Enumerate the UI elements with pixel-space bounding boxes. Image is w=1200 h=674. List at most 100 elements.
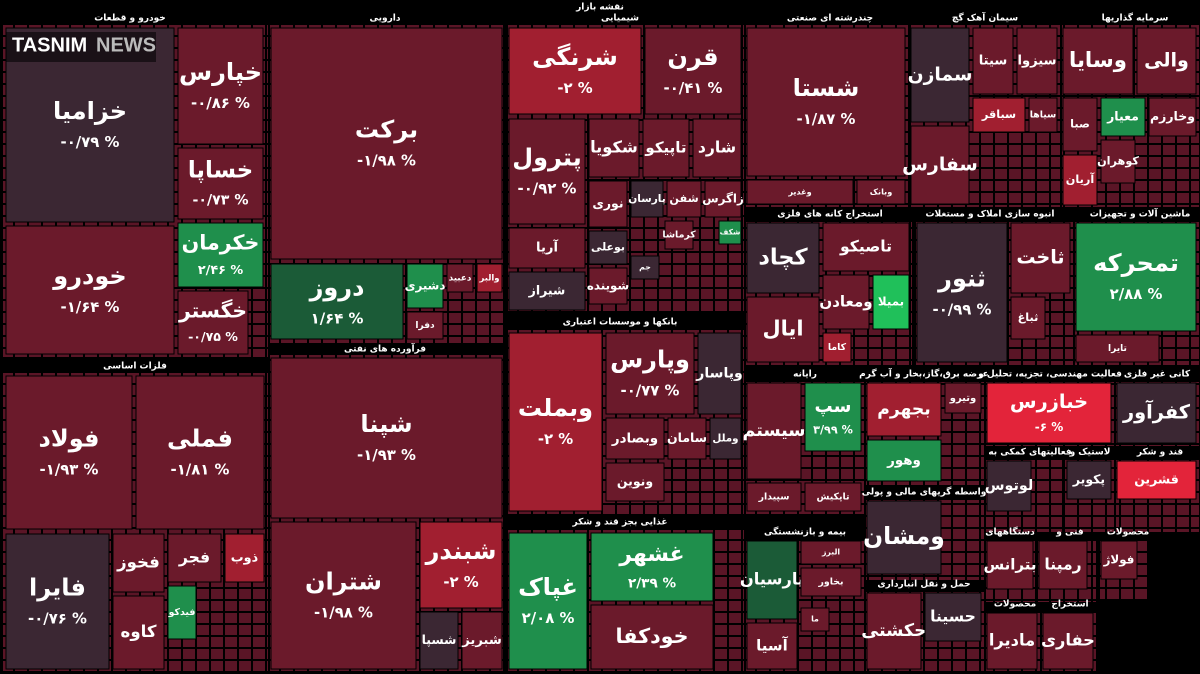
sector-name: حمل و نقل انبارداری — [877, 580, 970, 590]
tile — [986, 382, 1112, 444]
sector-name: فعالیت مهندسی، تجزیه، تحلیل و — [977, 370, 1122, 380]
tile — [630, 180, 664, 218]
tile-symbol: حفاری — [1041, 631, 1095, 650]
tile — [177, 290, 249, 355]
tile-symbol: شفن — [669, 192, 698, 205]
tile-symbol: مادیرا — [989, 631, 1035, 650]
tile — [508, 332, 603, 512]
tile-change: -۱/۸۷ % — [797, 110, 856, 128]
tile-change: ۱/۶۴ % — [311, 310, 364, 328]
tile — [508, 532, 588, 670]
sector-name: واسطه گریهای مالی و پولی — [862, 486, 987, 498]
tile-symbol: کاوه — [121, 622, 157, 642]
tile-symbol: خگستر — [178, 298, 247, 322]
tile-symbol: شکویا — [590, 138, 638, 157]
sector-name: انبوه سازی املاک و مستغلات — [926, 210, 1055, 220]
sector-name: فنی و — [1055, 528, 1084, 538]
tile-symbol: کوهران — [1097, 155, 1139, 168]
tile-symbol: شیراز — [528, 283, 566, 298]
tile-symbol: حسینا — [930, 608, 976, 626]
tile-symbol: ومشان — [863, 522, 945, 550]
sector-name: بانکها و موسسات اعتباری — [563, 318, 678, 328]
tile — [972, 27, 1014, 95]
tile-symbol: والبر — [479, 273, 500, 284]
tile-symbol: بترانس — [983, 556, 1036, 574]
tile — [588, 118, 640, 178]
tile-symbol: کاما — [828, 342, 847, 353]
tile-symbol: فایرا — [29, 573, 86, 601]
tile-change: -۱/۹۳ % — [357, 446, 416, 464]
tile-symbol: تاصیکو — [839, 238, 892, 256]
sector-name: کانی غیر فلزی — [1124, 370, 1191, 380]
tile-symbol: وتیرو — [949, 393, 977, 404]
tile-symbol: خودرو — [52, 262, 126, 290]
tile — [508, 27, 642, 115]
tile — [746, 27, 906, 177]
tile-symbol: شستا — [793, 74, 860, 102]
tile-symbol: کچاد — [758, 245, 808, 271]
tile-symbol: وغدیر — [787, 187, 811, 198]
tile-symbol: برکت — [355, 115, 418, 143]
sector-name: غذایی بجز قند و شکر — [572, 518, 668, 528]
tile-change: -۱/۹۸ % — [357, 152, 416, 170]
tile-symbol: معیار — [1106, 109, 1139, 124]
tile-symbol: وبملت — [518, 394, 593, 422]
tile-symbol: وخارزم — [1150, 109, 1195, 125]
tile-symbol: ثباغ — [1018, 311, 1039, 324]
tile-symbol: دروز — [309, 273, 365, 301]
tile-change: ۲/۴۶ % — [198, 263, 243, 278]
tile — [916, 222, 1008, 363]
tile — [986, 612, 1038, 670]
tile — [5, 533, 110, 670]
tile-symbol: والی — [1144, 50, 1189, 72]
tile — [406, 311, 444, 340]
tile — [1038, 540, 1088, 590]
tile-symbol: فملی — [167, 424, 233, 452]
tile-symbol: ونوین — [617, 474, 653, 489]
tile-symbol: شتران — [305, 567, 382, 595]
tile-symbol: فولاد — [39, 424, 100, 452]
tile — [718, 220, 742, 245]
tile-change: -۲ % — [443, 573, 478, 591]
tile — [1075, 334, 1160, 363]
tile — [508, 271, 586, 311]
tile — [406, 263, 444, 309]
tile — [666, 180, 702, 218]
tile-symbol: سیستم — [742, 421, 805, 441]
tile-symbol: آسیا — [756, 637, 789, 655]
sector-name: ماشین آلات و تجهیزات — [1090, 208, 1191, 220]
tile-symbol: تاپیکو — [644, 139, 686, 158]
tile — [112, 533, 165, 593]
tile-symbol: آریا — [536, 239, 558, 256]
sector-name: لاستیک و — [1069, 448, 1111, 458]
logo-sub: NEWS — [96, 34, 156, 56]
tile-symbol: خبازرس — [1010, 390, 1088, 413]
tile — [605, 417, 665, 460]
tile — [704, 180, 742, 218]
sector-name: دستگاههای — [985, 526, 1035, 538]
tile-symbol: ما — [811, 615, 819, 624]
tile-symbol: وبانک — [870, 187, 892, 197]
tile-change: -۰/۹۲ % — [518, 180, 577, 198]
tile-symbol: ثاخت — [1016, 247, 1064, 269]
sector-name: فرآورده های نفتی — [344, 343, 426, 355]
tile-symbol: وسایا — [1069, 48, 1127, 73]
tile — [5, 225, 175, 355]
tile-symbol: سیاها — [1030, 110, 1057, 121]
tile — [972, 97, 1026, 133]
tile-symbol: شارد — [698, 139, 736, 157]
tile — [588, 230, 628, 265]
sector-name: خودرو و قطعات — [94, 14, 166, 24]
tile — [822, 274, 870, 330]
tile-symbol: سپیدار — [758, 492, 790, 503]
tile — [1010, 222, 1071, 294]
sector-name: محصولات — [1107, 528, 1149, 538]
tile-symbol: صبا — [1070, 118, 1090, 131]
tile-symbol: خساپا — [188, 157, 253, 183]
tile-symbol: قرن — [667, 43, 718, 71]
tile — [822, 222, 910, 272]
sector-name: فعالیتهای کمکی به — [988, 448, 1071, 458]
logo-main: TASNIM — [12, 34, 87, 56]
tile-symbol: آریان — [1066, 172, 1096, 186]
tile-change: -۰/۹۹ % — [933, 301, 992, 319]
